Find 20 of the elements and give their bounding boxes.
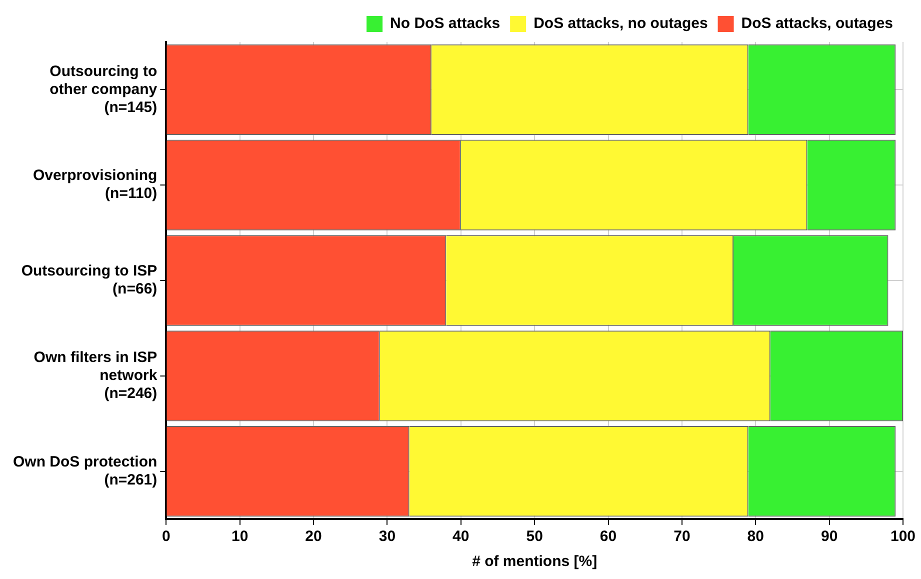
y-tick-label: Own filters in ISP network (n=246): [34, 349, 158, 402]
y-tick-label: Outsourcing to ISP (n=66): [21, 262, 158, 298]
x-tick-label: 20: [305, 528, 322, 546]
y-tick-label: Overprovisioning (n=110): [32, 167, 158, 202]
x-tick-label: 60: [600, 528, 617, 546]
x-axis-title: # of mentions [%]: [472, 553, 598, 570]
legend-label: No DoS attacks: [390, 15, 500, 32]
y-tick-label: Own DoS protection (n=261): [12, 453, 158, 488]
x-tick-label: 50: [526, 528, 543, 546]
x-tick-label: 40: [452, 528, 470, 546]
legend-label: DoS attacks, no outages: [534, 15, 708, 32]
x-tick-label: 90: [820, 528, 838, 546]
x-tick-label: 30: [378, 528, 396, 546]
x-tick-label: 80: [747, 528, 764, 546]
x-tick-label: 70: [674, 528, 690, 546]
y-tick-label: Outsourcing to other company (n=145): [50, 62, 158, 116]
x-tick-label: 10: [232, 528, 248, 546]
x-tick-label: 100: [890, 528, 916, 546]
x-tick-label: 0: [162, 528, 170, 546]
legend-label: DoS attacks, outages: [741, 15, 894, 32]
